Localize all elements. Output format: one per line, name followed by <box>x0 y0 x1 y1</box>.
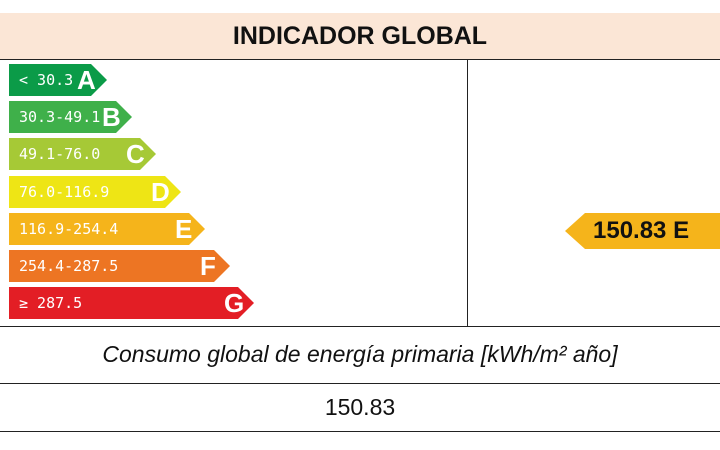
table-title: INDICADOR GLOBAL <box>232 21 488 50</box>
energy-bar-letter: F <box>200 251 216 281</box>
energy-bar-letter: D <box>151 177 170 207</box>
energy-bar-arrow <box>9 64 107 96</box>
energy-scale: < 30.3 A 30.3-49.1 B 49.1-76.0 C 76.0-116.9 D 11… <box>9 64 409 326</box>
energy-bar-arrow <box>9 287 254 319</box>
rating-indicator: 150.83 E <box>565 213 720 249</box>
energy-bar-arrow <box>9 213 205 245</box>
consumption-result: 150.83 <box>0 384 720 430</box>
energy-bar-letter: C <box>126 139 145 169</box>
result-value: 150.83 <box>324 393 396 420</box>
energy-bar-range: ≥ 287.5 <box>19 294 83 312</box>
table-header: INDICADOR GLOBAL <box>0 13 720 59</box>
scale-divider <box>0 326 720 327</box>
energy-bar-range: 254.4-287.5 <box>19 257 119 275</box>
energy-bar-g: ≥ 287.5 G <box>9 287 254 319</box>
energy-bar-arrow <box>9 138 156 170</box>
indicator-arrow <box>565 213 720 249</box>
caption-text: Consumo global de energía primaria [kWh/… <box>102 340 618 367</box>
indicator-value: 150.83 E <box>593 217 690 244</box>
consumption-caption: Consumo global de energía primaria [kWh/… <box>0 326 720 382</box>
energy-bar-c: 49.1-76.0 C <box>9 138 156 170</box>
table-border-bottom <box>0 431 720 432</box>
energy-bar-letter: A <box>77 65 96 95</box>
energy-bar-range: 49.1-76.0 <box>19 145 101 163</box>
energy-bar-letter: E <box>175 214 193 244</box>
energy-bar-range: 116.9-254.4 <box>19 220 119 238</box>
energy-bar-f: 254.4-287.5 F <box>9 250 230 282</box>
header-divider <box>0 59 720 60</box>
energy-bar-range: 30.3-49.1 <box>19 108 101 126</box>
energy-bar-e: 116.9-254.4 E <box>9 213 205 245</box>
energy-bar-b: 30.3-49.1 B <box>9 101 132 133</box>
energy-bar-a: < 30.3 A <box>9 64 107 96</box>
energy-bar-letter: G <box>224 288 245 318</box>
column-divider <box>467 59 468 326</box>
energy-bar-range: 76.0-116.9 <box>19 183 110 201</box>
energy-bar-d: 76.0-116.9 D <box>9 176 181 208</box>
caption-divider <box>0 383 720 384</box>
energy-bar-arrow <box>9 176 181 208</box>
energy-bar-letter: B <box>102 102 121 132</box>
energy-bar-range: < 30.3 <box>19 71 74 89</box>
energy-bar-arrow <box>9 101 132 133</box>
energy-bar-arrow <box>9 250 230 282</box>
